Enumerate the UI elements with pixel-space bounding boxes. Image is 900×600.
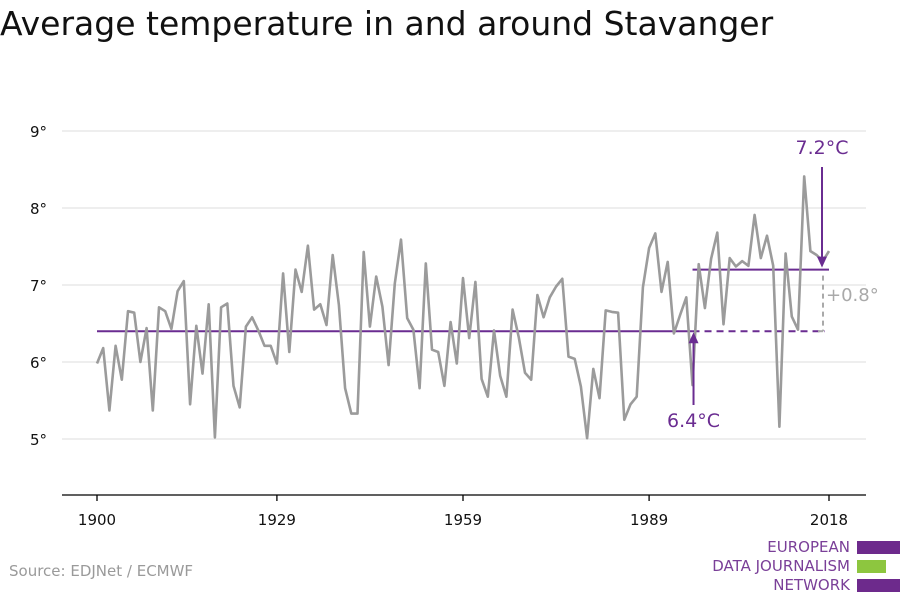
logo-line-1: EUROPEAN xyxy=(767,538,850,556)
y-axis-labels: 5° 6° 7° 8° 9° xyxy=(30,123,47,449)
y-tick-label-9: 9° xyxy=(30,123,47,141)
logo-bar-purple-top xyxy=(857,541,900,554)
logo-line-2: DATA JOURNALISM xyxy=(712,557,850,575)
logo-bar-purple-bottom xyxy=(857,579,900,592)
x-tick-label-2018: 2018 xyxy=(810,511,848,529)
x-axis-ticks: 1900 1929 1959 1989 2018 xyxy=(78,495,848,529)
arrow-6-4-head xyxy=(688,332,699,344)
arrow-7-2-head xyxy=(817,256,827,268)
chart-title: Average temperature in and around Stavan… xyxy=(0,4,774,43)
edjnet-logo: EUROPEAN DATA JOURNALISM NETWORK xyxy=(700,538,900,596)
x-tick-label-1929: 1929 xyxy=(258,511,296,529)
logo-bar-green xyxy=(857,560,886,573)
logo-line-3: NETWORK xyxy=(773,576,850,594)
y-tick-label-8: 8° xyxy=(30,200,47,218)
x-tick-label-1989: 1989 xyxy=(630,511,668,529)
x-tick-label-1959: 1959 xyxy=(444,511,482,529)
y-tick-label-6: 6° xyxy=(30,354,47,372)
source-note: Source: EDJNet / ECMWF xyxy=(9,562,194,580)
y-tick-label-5: 5° xyxy=(30,431,47,449)
annotations: 6.4°C 7.2°C +0.8° xyxy=(667,137,879,432)
temperature-series-line xyxy=(95,175,831,440)
x-tick-label-1900: 1900 xyxy=(78,511,116,529)
label-difference: +0.8° xyxy=(826,285,879,306)
label-6-4: 6.4°C xyxy=(667,410,720,432)
label-7-2: 7.2°C xyxy=(796,137,849,159)
y-tick-label-7: 7° xyxy=(30,277,47,295)
